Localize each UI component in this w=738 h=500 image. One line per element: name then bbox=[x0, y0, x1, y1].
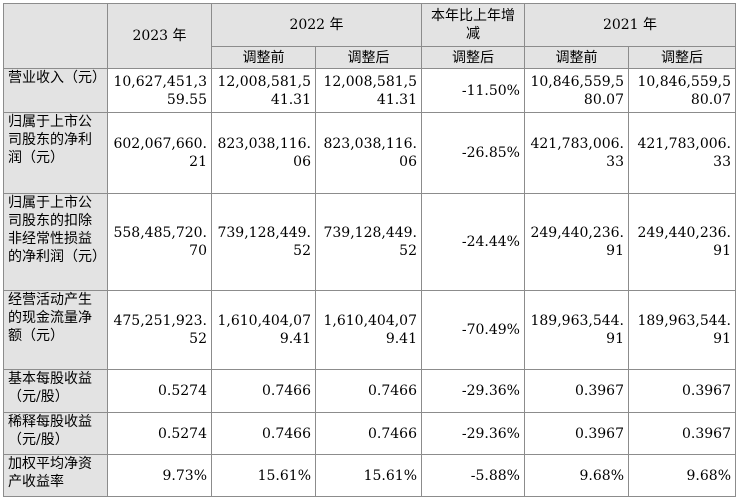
cell-change: -24.44% bbox=[421, 193, 525, 291]
row-label: 营业收入（元） bbox=[3, 68, 108, 113]
header-2022-before-adjust: 调整前 bbox=[211, 46, 316, 69]
cell-2021-after: 10,846,559,580.07 bbox=[628, 68, 736, 113]
cell-2021-after: 249,440,236.91 bbox=[628, 193, 736, 291]
cell-2021-after: 189,963,544.91 bbox=[628, 290, 736, 370]
cell-2023: 558,485,720.70 bbox=[107, 193, 212, 291]
cell-2022-before: 15.61% bbox=[211, 454, 316, 497]
cell-2022-after: 0.7466 bbox=[315, 369, 422, 413]
header-row-adjust: 调整前 调整后 调整后 调整前 调整后 bbox=[4, 46, 736, 69]
table-row-weighted-roe: 加权平均净资产收益率 9.73% 15.61% 15.61% -5.88% 9.… bbox=[3, 454, 736, 497]
cell-2021-before: 249,440,236.91 bbox=[524, 193, 629, 291]
header-year-2023: 2023 年 bbox=[107, 3, 212, 69]
cell-2023: 10,627,451,359.55 bbox=[107, 68, 212, 113]
header-change-after-adjust: 调整后 bbox=[421, 46, 525, 69]
header-2021-after-adjust: 调整后 bbox=[628, 46, 736, 69]
cell-2021-before: 0.3967 bbox=[524, 412, 629, 455]
cell-2022-after: 12,008,581,541.31 bbox=[315, 68, 422, 113]
cell-2021-before: 10,846,559,580.07 bbox=[524, 68, 629, 113]
financial-data-table: 2023 年 2022 年 本年比上年增减 2021 年 调整前 调整后 调整后… bbox=[3, 3, 736, 497]
row-label: 经营活动产生的现金流量净额（元） bbox=[3, 290, 108, 370]
table-row-revenue: 营业收入（元） 10,627,451,359.55 12,008,581,541… bbox=[3, 68, 736, 113]
row-label: 归属于上市公司股东的扣除非经常性损益的净利润（元） bbox=[3, 193, 108, 291]
cell-change: -11.50% bbox=[421, 68, 525, 113]
cell-2022-after: 15.61% bbox=[315, 454, 422, 497]
cell-2023: 475,251,923.52 bbox=[107, 290, 212, 370]
table-row-diluted-eps: 稀释每股收益（元/股） 0.5274 0.7466 0.7466 -29.36%… bbox=[3, 412, 736, 455]
cell-2022-before: 1,610,404,079.41 bbox=[211, 290, 316, 370]
cell-2021-after: 0.3967 bbox=[628, 412, 736, 455]
row-label: 稀释每股收益（元/股） bbox=[3, 412, 108, 455]
cell-2021-before: 0.3967 bbox=[524, 369, 629, 413]
cell-2022-before: 12,008,581,541.31 bbox=[211, 68, 316, 113]
header-yoy-change: 本年比上年增减 bbox=[421, 3, 525, 47]
cell-2022-after: 0.7466 bbox=[315, 412, 422, 455]
table-row-net-profit-excl-nonrecurring: 归属于上市公司股东的扣除非经常性损益的净利润（元） 558,485,720.70… bbox=[3, 193, 736, 291]
table-row-operating-cash-flow: 经营活动产生的现金流量净额（元） 475,251,923.52 1,610,40… bbox=[3, 290, 736, 370]
cell-2022-before: 0.7466 bbox=[211, 369, 316, 413]
cell-2022-after: 739,128,449.52 bbox=[315, 193, 422, 291]
cell-2021-after: 9.68% bbox=[628, 454, 736, 497]
cell-2023: 0.5274 bbox=[107, 369, 212, 413]
cell-2023: 0.5274 bbox=[107, 412, 212, 455]
row-label: 加权平均净资产收益率 bbox=[3, 454, 108, 497]
cell-change: -29.36% bbox=[421, 412, 525, 455]
cell-change: -29.36% bbox=[421, 369, 525, 413]
cell-change: -26.85% bbox=[421, 112, 525, 194]
header-row-years: 2023 年 2022 年 本年比上年增减 2021 年 bbox=[3, 3, 736, 69]
cell-change: -5.88% bbox=[421, 454, 525, 497]
cell-2023: 9.73% bbox=[107, 454, 212, 497]
header-2021-before-adjust: 调整前 bbox=[524, 46, 629, 69]
cell-2021-after: 421,783,006.33 bbox=[628, 112, 736, 194]
cell-change: -70.49% bbox=[421, 290, 525, 370]
cell-2021-before: 9.68% bbox=[524, 454, 629, 497]
row-label: 归属于上市公司股东的净利润（元） bbox=[3, 112, 108, 194]
cell-2021-before: 189,963,544.91 bbox=[524, 290, 629, 370]
cell-2021-after: 0.3967 bbox=[628, 369, 736, 413]
table-row-net-profit: 归属于上市公司股东的净利润（元） 602,067,660.21 823,038,… bbox=[3, 112, 736, 194]
header-2022-after-adjust: 调整后 bbox=[315, 46, 422, 69]
cell-2021-before: 421,783,006.33 bbox=[524, 112, 629, 194]
table-row-basic-eps: 基本每股收益（元/股） 0.5274 0.7466 0.7466 -29.36%… bbox=[3, 369, 736, 413]
row-label: 基本每股收益（元/股） bbox=[3, 369, 108, 413]
header-year-2021: 2021 年 bbox=[524, 3, 736, 47]
header-item-corner bbox=[3, 3, 108, 69]
cell-2022-before: 0.7466 bbox=[211, 412, 316, 455]
cell-2022-before: 823,038,116.06 bbox=[211, 112, 316, 194]
cell-2022-before: 739,128,449.52 bbox=[211, 193, 316, 291]
cell-2022-after: 1,610,404,079.41 bbox=[315, 290, 422, 370]
cell-2023: 602,067,660.21 bbox=[107, 112, 212, 194]
header-year-2022: 2022 年 bbox=[211, 3, 422, 47]
cell-2022-after: 823,038,116.06 bbox=[315, 112, 422, 194]
